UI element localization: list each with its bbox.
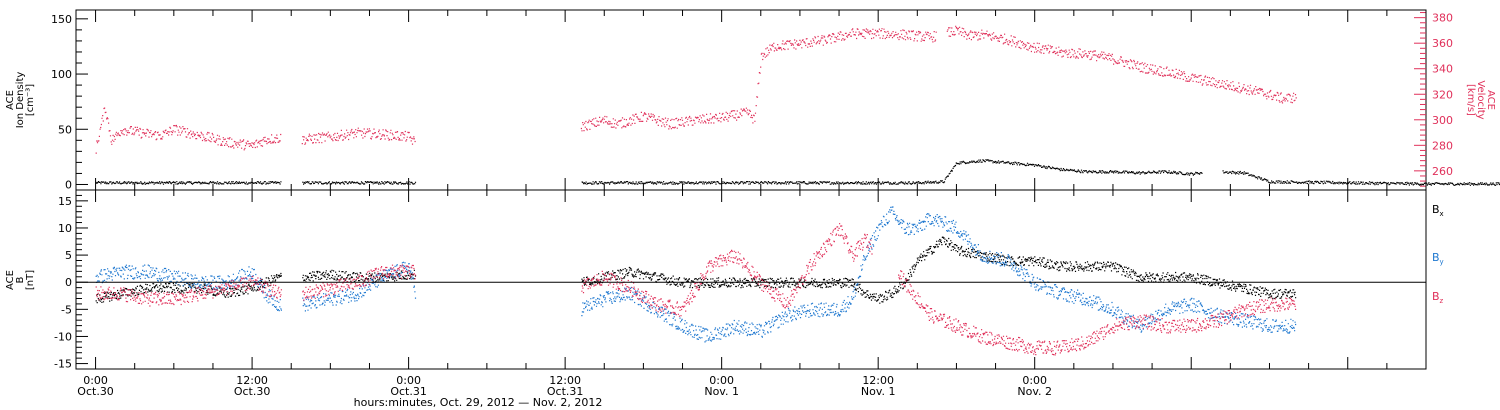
- b-axis-label-line: [nT]: [25, 270, 36, 290]
- x-tick-time-label: 0:00: [396, 374, 421, 387]
- bz-series-marks: [95, 223, 1297, 356]
- density-series: [95, 159, 1500, 186]
- velocity-series: [95, 25, 1297, 154]
- legend-Bz: Bz: [1432, 290, 1444, 305]
- velocity-axis-label-line: [km/s]: [1465, 84, 1476, 116]
- x-tick-date-label: Oct.31: [547, 385, 584, 398]
- b-axis-tick-label: -15: [54, 358, 72, 371]
- b-axis-tick-label: 15: [58, 195, 72, 208]
- b-axis-tick-label: -5: [61, 303, 72, 316]
- velocity-series-marks: [95, 25, 1297, 154]
- legend-symbol: B: [1432, 203, 1440, 216]
- panel-frames: [75, 9, 1427, 370]
- x-tick-time-label: 0:00: [1022, 374, 1047, 387]
- velocity-axis-tick-label: 380: [1432, 12, 1453, 25]
- legend-symbol: B: [1432, 290, 1440, 303]
- density-axis-label-line: Ion Density: [15, 72, 26, 129]
- legend-subscript: z: [1440, 297, 1444, 305]
- velocity-axis-tick-label: 340: [1432, 63, 1453, 76]
- x-tick-date-label: Oct.30: [77, 385, 114, 398]
- b-axis-tick-label: -10: [54, 330, 72, 343]
- density-axis-label-line: ACE: [5, 90, 16, 110]
- x-tick-time-label: 12:00: [236, 374, 268, 387]
- bottom-panel-frame: [75, 189, 1427, 370]
- b-axis-tick-label: 0: [65, 276, 72, 289]
- legend-subscript: x: [1440, 210, 1444, 218]
- velocity-axis-label-line: Velocity: [1475, 80, 1486, 119]
- legend-Bx: Bx: [1432, 203, 1444, 218]
- velocity-axis-tick-label: 360: [1432, 37, 1453, 50]
- x-tick-date-label: Nov. 1: [704, 385, 739, 398]
- axis-ticks: [76, 10, 1427, 370]
- by-series-marks: [95, 206, 1297, 343]
- x-tick-time-label: 0:00: [709, 374, 734, 387]
- x-tick-date-label: Oct.31: [390, 385, 427, 398]
- by-series: [95, 206, 1297, 343]
- velocity-axis-tick-label: 280: [1432, 139, 1453, 152]
- density-axis-label-line: [cm⁻³]: [25, 84, 36, 116]
- bz-series: [95, 223, 1297, 356]
- data-points: [95, 25, 1500, 356]
- density-axis-tick-label: 100: [51, 68, 72, 81]
- x-axis-label: hours:minutes, Oct. 29, 2012 — Nov. 2, 2…: [354, 396, 603, 409]
- velocity-axis-label-line: ACE: [1485, 90, 1496, 110]
- top-panel-frame: [75, 9, 1427, 191]
- x-tick-time-label: 12:00: [549, 374, 581, 387]
- density-series-marks: [95, 159, 1500, 186]
- x-tick-date-label: Nov. 1: [861, 385, 896, 398]
- b-axis-tick-label: 10: [58, 222, 72, 235]
- velocity-axis-tick-label: 320: [1432, 88, 1453, 101]
- x-tick-date-label: Oct.30: [234, 385, 271, 398]
- velocity-axis-tick-label: 300: [1432, 114, 1453, 127]
- density-axis-tick-label: 0: [65, 178, 72, 191]
- density-axis-label: ACE Ion Density [cm⁻³]: [5, 72, 36, 129]
- b-axis-label-line: B: [15, 276, 26, 283]
- chart-labels: 0 50 100 150 260 280 300 320 340 360 380 -15 -10 -5 0 5…: [5, 12, 1496, 409]
- density-axis-tick-label: 150: [51, 13, 72, 26]
- b-axis-tick-label: 5: [65, 249, 72, 262]
- legend-subscript: y: [1440, 258, 1444, 266]
- density-axis-tick-label: 50: [58, 123, 72, 136]
- legend-By: By: [1432, 251, 1444, 266]
- x-tick-date-label: Nov. 2: [1017, 385, 1052, 398]
- x-tick-time-label: 12:00: [862, 374, 894, 387]
- b-axis-label-line: ACE: [5, 270, 16, 290]
- b-axis-label: ACE B [nT]: [5, 270, 36, 290]
- legend-symbol: B: [1432, 251, 1440, 264]
- x-tick-time-label: 0:00: [83, 374, 108, 387]
- velocity-axis-tick-label: 260: [1432, 165, 1453, 178]
